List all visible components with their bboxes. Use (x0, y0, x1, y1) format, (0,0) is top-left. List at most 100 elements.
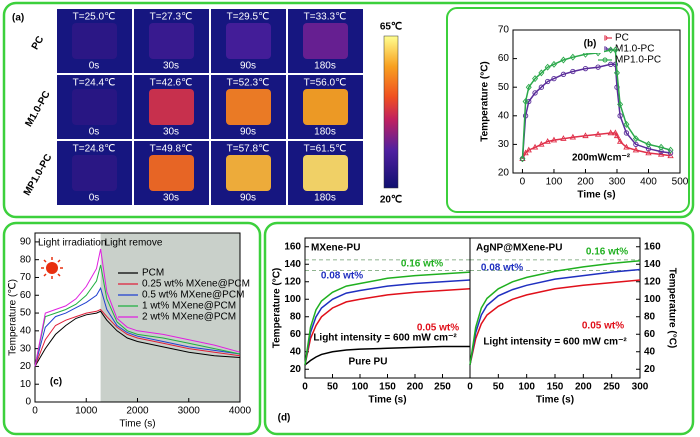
marker (623, 143, 630, 150)
marker (560, 135, 567, 141)
series-label: 0.05 wt% (582, 321, 624, 332)
y-tick-label: 100 (284, 294, 301, 305)
series-line (34, 264, 241, 367)
y-tick-label: 60 (20, 290, 32, 301)
time-label: 30s (163, 61, 179, 72)
temp-label: T=27.3℃ (150, 12, 193, 23)
y2-tick-label: 80 (644, 311, 656, 322)
marker (582, 65, 589, 72)
marker (632, 135, 639, 143)
marker (519, 155, 526, 163)
panel-label: (b) (584, 39, 597, 50)
legend-label: 0.25 wt% MXene@PCM (142, 279, 250, 290)
x-tick-label: 300 (632, 382, 649, 393)
x-tick-label: 0 (302, 382, 308, 393)
time-label: 180s (314, 193, 336, 204)
marker (544, 138, 551, 144)
marker (522, 149, 529, 156)
panel-label-bg (42, 373, 70, 391)
marker (614, 84, 620, 90)
marker (532, 75, 539, 83)
marker (667, 152, 674, 159)
y-tick-label: 40 (20, 325, 32, 336)
marker (617, 100, 624, 108)
x-tick-label: 50 (327, 382, 339, 393)
x-tick-label: 300 (609, 177, 626, 188)
x-axis-label: Time (s) (368, 395, 406, 406)
marker (612, 46, 619, 54)
y2-tick-label: 140 (644, 259, 661, 270)
plot-frame (304, 237, 471, 379)
x-axis-label: Time (s) (536, 395, 574, 406)
time-label: 30s (163, 193, 179, 204)
y-tick-label: 40 (498, 110, 510, 121)
y2-tick-label: 20 (644, 364, 656, 375)
panel-label-bg (270, 409, 298, 427)
x-tick-label: 0 (467, 382, 473, 393)
heat-spot (149, 89, 194, 125)
x-tick-label: 200 (407, 382, 424, 393)
marker (645, 140, 652, 148)
y-tick-label: 20 (290, 364, 302, 375)
legend-marker (602, 57, 608, 63)
sun-icon (41, 257, 63, 279)
series-line (34, 308, 241, 367)
panel-c-frame (2, 221, 262, 436)
y-tick-label: 30 (20, 343, 32, 354)
marker (667, 150, 674, 156)
time-label: 180s (314, 61, 336, 72)
marker (545, 78, 551, 85)
y-tick-label: 80 (290, 311, 302, 322)
series-line (304, 288, 471, 366)
marker (550, 136, 558, 143)
y2-tick-label: 60 (644, 329, 656, 340)
series-label: 0.16 wt% (586, 247, 628, 258)
marker (657, 150, 665, 157)
temp-label: T=49.8℃ (150, 144, 193, 155)
marker (607, 46, 614, 54)
temp-label: T=33.3℃ (304, 12, 347, 23)
time-label: 0s (89, 127, 100, 138)
time-label: 90s (240, 127, 256, 138)
marker (607, 129, 614, 136)
marker (595, 64, 601, 70)
x-axis-label: Time (s) (577, 190, 615, 201)
heat-spot (72, 23, 117, 59)
marker (613, 69, 620, 77)
heat-spot (226, 89, 271, 125)
temp-label: T=61.5℃ (304, 144, 347, 155)
legend-label: PCM (142, 268, 164, 279)
temp-label: T=52.3℃ (227, 78, 270, 89)
time-label: 90s (240, 193, 256, 204)
marker (560, 71, 567, 77)
panel-d-frame (263, 221, 695, 436)
legend-label: MP1.0-PC (615, 55, 661, 66)
marker (538, 140, 545, 147)
y-tick-label: 60 (290, 329, 302, 340)
y2-tick-label: 160 (644, 241, 661, 252)
marker (658, 143, 665, 151)
annotation: Light irradiation (38, 238, 106, 249)
heat-spot (303, 23, 348, 59)
temp-label: T=29.5℃ (227, 12, 270, 23)
heat-spot (226, 155, 271, 191)
x-tick-label: 2000 (126, 406, 149, 417)
temp-label: T=24.4℃ (73, 78, 116, 89)
time-label: 0s (89, 193, 100, 204)
x-tick-label: 200 (577, 177, 594, 188)
series-line (469, 279, 641, 366)
legend-label: M1.0-PC (615, 44, 654, 55)
x-tick-label: 0 (520, 177, 526, 188)
heat-spot (149, 155, 194, 191)
y-axis-label: Temperature (°C) (272, 268, 283, 349)
y-tick-label: 140 (284, 259, 301, 270)
colorbar-max: 65℃ (380, 22, 402, 33)
marker (550, 60, 557, 68)
row-label: M1.0-PC (23, 89, 52, 129)
y-tick-label: 0 (25, 397, 31, 408)
time-label: 30s (163, 127, 179, 138)
x-tick-label: 150 (379, 382, 396, 393)
marker (658, 148, 664, 155)
marker (538, 69, 545, 77)
